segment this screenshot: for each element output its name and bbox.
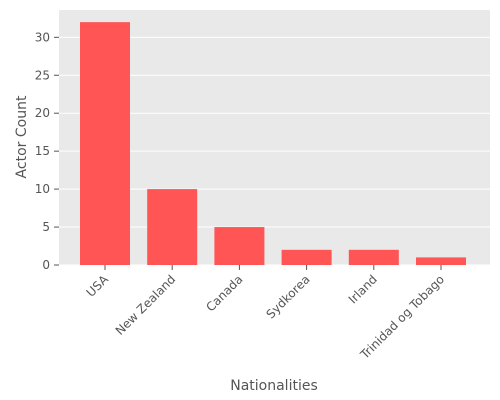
- x-axis: USA New Zealand Canada Sydkorea IrlandTrinid…: [84, 265, 447, 362]
- x-tick-label: New Zealand: [113, 272, 179, 338]
- x-axis-title: Nationalities: [230, 378, 318, 394]
- y-axis-title: Actor Count: [14, 95, 30, 178]
- y-tick-label: 20: [35, 106, 50, 120]
- bar: [80, 22, 130, 266]
- x-tick-label: USA: [84, 272, 112, 300]
- y-axis: 0 5 10 15 20 25 30: [35, 30, 59, 272]
- x-tick-label: Sydkorea: [264, 272, 313, 321]
- y-tick-label: 15: [35, 144, 50, 158]
- bar: [147, 189, 198, 265]
- bar: [281, 249, 332, 265]
- bars: [80, 22, 466, 266]
- gridlines: [59, 36, 490, 266]
- y-tick-label: 30: [35, 30, 50, 44]
- x-tick-label: Irland: [346, 272, 380, 306]
- y-tick-label: 10: [35, 182, 50, 196]
- plot-area: [59, 10, 490, 265]
- y-tick-label: 5: [42, 220, 50, 234]
- bar: [416, 257, 466, 265]
- x-tick-label: Canada: [203, 272, 245, 314]
- y-tick-label: 0: [42, 258, 50, 272]
- bar: [348, 249, 399, 265]
- bar: [214, 227, 265, 265]
- y-tick-label: 25: [35, 68, 50, 82]
